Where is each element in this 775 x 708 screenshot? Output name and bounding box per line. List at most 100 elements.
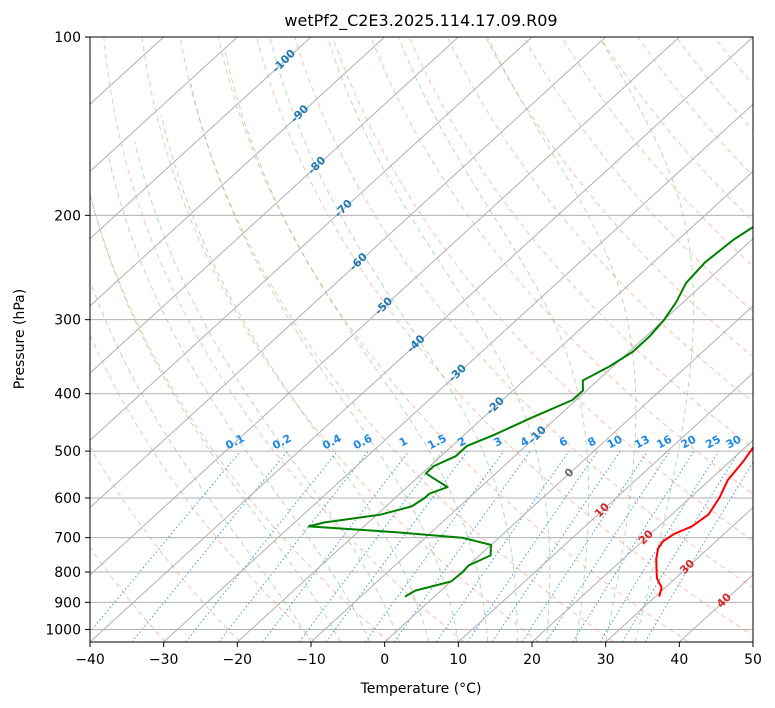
mixing-ratio-label: 1.5 [425,432,448,453]
y-tick-label: 300 [54,313,81,329]
dry-adiabat [714,37,753,85]
series-lines [307,225,753,598]
y-axis-title: Pressure (hPa) [12,289,28,389]
x-tick-label: 10 [449,652,467,668]
x-tick-label: 30 [597,652,615,668]
chart-title: wetPf2_C2E3.2025.114.17.09.R09 [284,11,557,31]
y-tick-label: 500 [54,444,81,460]
x-tick-label: −20 [223,652,253,668]
dry-adiabat [332,37,753,542]
dry-adiabat [141,37,540,642]
moist-adiabat [108,157,371,642]
isotherm-gridline [384,305,753,642]
plot-frame [89,36,754,643]
isotherm-gridline [310,237,753,642]
mixing-ratio-line [131,450,288,642]
x-tick-label: −10 [296,652,326,668]
mixing-ratio-line [572,450,695,642]
isotherm-gridline [163,103,753,642]
mixing-ratio-label: 8 [586,434,599,449]
dry-adiabat [408,37,753,449]
mixing-ratio-line [467,450,599,642]
isotherm-gridline [236,170,753,642]
moist-adiabat [269,37,518,642]
isotherm-gridline [90,37,607,509]
dry-adiabat [103,37,465,642]
isotherm-gridline [752,641,753,642]
mixing-ratio-line [491,450,621,642]
dry-adiabat [484,37,753,358]
y-axis: 100 200 300 400 500 600 700 800 900 1000 [45,30,90,638]
dry-adiabat [90,333,316,642]
mixing-ratio-line [185,450,338,642]
mixing-ratio-label: 13 [632,433,652,452]
isotherm-gridline [90,37,753,642]
moist-adiabat [160,114,430,642]
dry-adiabat [256,37,753,637]
x-tick-label: 20 [523,652,541,668]
mixing-ratio-line [364,450,505,642]
y-tick-label: 400 [54,387,81,403]
mixing-ratio-line [644,461,753,642]
mixing-ratio-label: 25 [703,433,723,452]
moist-adiabat [327,37,551,642]
mixing-ratio-label: 20 [679,433,699,452]
moist-adiabat [190,83,459,642]
isotherm-gridline [90,37,533,442]
mixing-ratio-line [435,450,570,642]
dry-adiabat [561,37,753,267]
temperature-line [655,446,753,597]
mixing-ratio-label: 0.6 [351,432,375,453]
isotherm-gridline [90,37,238,173]
mixing-ratio-line [325,450,468,642]
isotherm-gridline [531,439,753,642]
mixing-ratio-line [262,450,410,642]
moist-adiabat [486,37,637,642]
mixing-ratio-label: 10 [605,433,625,452]
x-tick-label: −30 [149,652,179,668]
moist-adiabat [90,191,341,642]
dry-adiabat [90,445,241,642]
x-tick-label: −40 [75,652,105,668]
mixing-ratio-line [621,450,740,642]
dry-adiabat [446,37,753,403]
dry-adiabat [179,37,614,642]
moist-adiabat [398,37,590,642]
x-tick-label: 0 [380,652,389,668]
x-tick-label: 40 [670,652,688,668]
y-tick-label: 200 [54,208,81,224]
mixing-ratio-line [521,450,649,642]
y-tick-label: 800 [54,565,81,581]
isotherm-gridline [90,37,680,576]
y-tick-label: 600 [54,491,81,507]
mixing-ratio-line [545,450,671,642]
x-tick-label: 50 [744,652,762,668]
y-tick-label: 700 [54,531,81,547]
mixing-ratio-label: 3 [492,434,505,449]
isotherm-gridline [90,37,312,240]
isotherm-gridline [457,372,753,642]
mixing-ratio-line [298,450,444,642]
dry-adiabat [217,37,689,642]
mixing-ratio-line [90,450,242,633]
mixing-ratio-line [218,450,369,642]
mixing-ratio-label: 6 [557,434,570,449]
grid-lines [90,37,753,642]
x-axis: −40 −30 −20 −10 0 10 20 30 40 50 [75,642,762,668]
moist-adiabat [90,279,312,642]
dry-adiabat [370,37,753,495]
moist-adiabat [134,141,400,642]
mixing-ratio-label: 16 [654,433,674,452]
y-tick-label: 900 [54,595,81,611]
mixing-ratio-label: 1 [397,434,410,449]
dewpoint-line [307,225,753,598]
x-axis-title: Temperature (°C) [360,681,482,697]
mixing-ratio-label: 30 [724,433,744,452]
inline-labels: 0.1 0.2 0.4 0.6 1 1.5 2 3 4 6 8 10 13 16 20 25 30-100-90… [223,47,743,611]
isotherm-gridline [605,506,753,642]
y-tick-label: 100 [54,30,81,46]
y-tick-label: 1000 [45,622,81,638]
isotherm-gridline [90,37,459,374]
mixing-ratio-label: 0.4 [320,432,344,453]
